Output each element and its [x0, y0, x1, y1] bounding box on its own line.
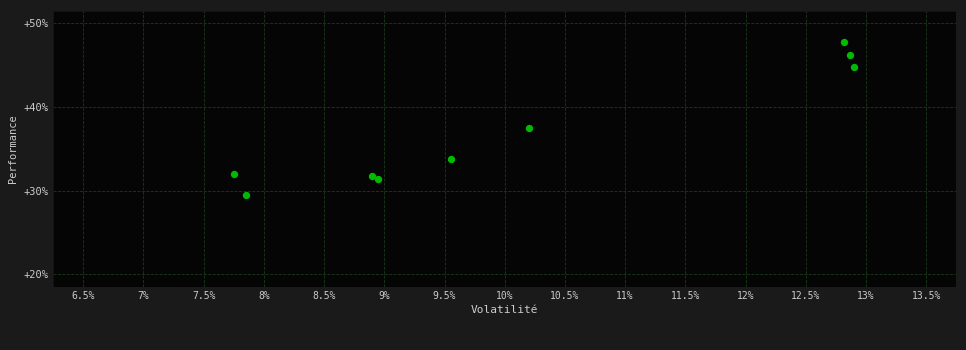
X-axis label: Volatilité: Volatilité	[471, 305, 538, 315]
Point	[521, 125, 536, 131]
Point	[371, 176, 386, 182]
Y-axis label: Performance: Performance	[9, 114, 18, 183]
Point	[846, 64, 862, 69]
Point	[226, 171, 242, 177]
Point	[842, 52, 858, 58]
Point	[837, 39, 852, 44]
Point	[238, 192, 253, 198]
Point	[442, 156, 458, 162]
Point	[364, 173, 380, 178]
